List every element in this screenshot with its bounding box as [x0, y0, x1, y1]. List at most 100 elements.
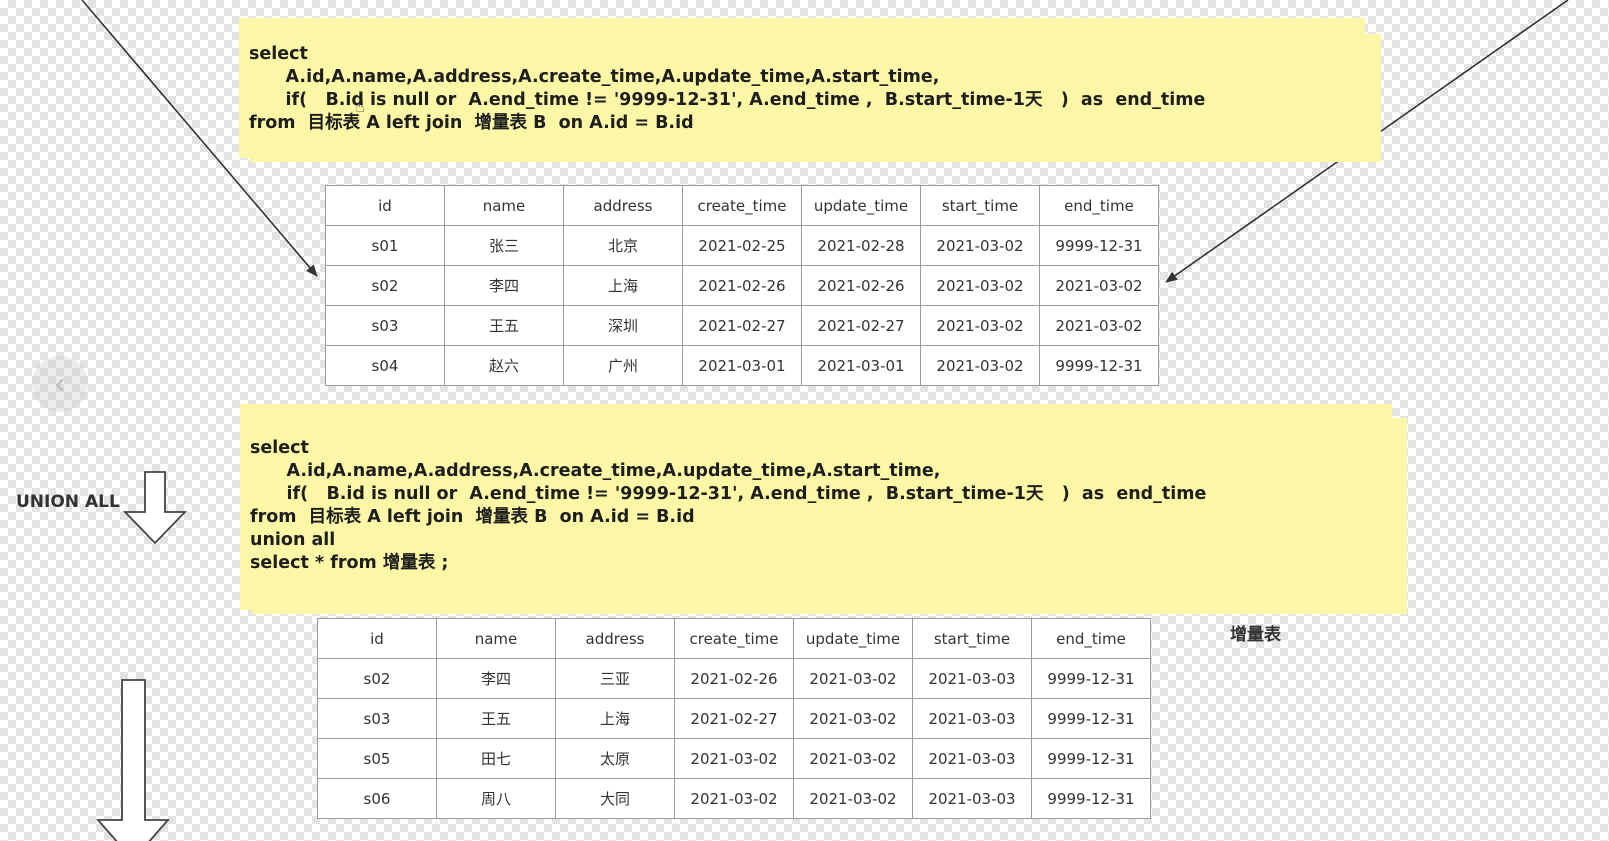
- column-header: name: [436, 618, 556, 659]
- table-cell: 张三: [444, 225, 564, 266]
- table-cell: 2021-03-02: [920, 305, 1040, 346]
- column-header: start_time: [920, 185, 1040, 226]
- table-cell: 2021-03-02: [674, 778, 794, 819]
- incremental-table-label: 增量表: [1230, 625, 1281, 645]
- table-cell: 2021-03-02: [920, 225, 1040, 266]
- table-cell: 田七: [436, 738, 556, 779]
- table-cell: 9999-12-31: [1031, 778, 1151, 819]
- table-cell: 2021-03-02: [793, 778, 913, 819]
- table-cell: 赵六: [444, 345, 564, 386]
- table-cell: 2021-03-02: [920, 345, 1040, 386]
- column-header: create_time: [674, 618, 794, 659]
- column-header: create_time: [682, 185, 802, 226]
- table-cell: 2021-03-03: [912, 738, 1032, 779]
- table-row: s01 张三 北京 2021-02-25 2021-02-28 2021-03-02 999…: [325, 225, 1159, 266]
- table-cell: s01: [325, 225, 445, 266]
- table-row: s03 王五 深圳 2021-02-27 2021-02-27 2021-03-02 202…: [325, 305, 1159, 346]
- column-header: address: [563, 185, 683, 226]
- sql-line: if( B.id is null or A.end_time != '9999-…: [250, 484, 1207, 504]
- table-cell: 9999-12-31: [1031, 658, 1151, 699]
- table-cell: 上海: [555, 698, 675, 739]
- union-down-arrow: [122, 471, 188, 545]
- sql-line: A.id,A.name,A.address,A.create_time,A.up…: [249, 67, 940, 87]
- sql-note-1: [239, 18, 1365, 158]
- sql-line: from 目标表 A left join 增量表 B on A.id = B.i…: [250, 507, 695, 527]
- table-row: s05 田七 太原 2021-03-02 2021-03-02 2021-03-03 999…: [317, 738, 1151, 779]
- table-cell: 2021-03-02: [1039, 265, 1159, 306]
- table-row: s06 周八 大同 2021-03-02 2021-03-02 2021-03-03 999…: [317, 778, 1151, 819]
- result-down-arrow: [96, 679, 170, 841]
- column-header: end_time: [1031, 618, 1151, 659]
- column-header: id: [325, 185, 445, 226]
- table-cell: 2021-03-01: [682, 345, 802, 386]
- sql-note-1-text: select A.id,A.name,A.address,A.create_ti…: [249, 43, 1205, 135]
- table-cell: 9999-12-31: [1039, 345, 1159, 386]
- table-cell: 大同: [555, 778, 675, 819]
- column-header: id: [317, 618, 437, 659]
- arrow-left-connector: [81, 0, 318, 277]
- sql-line: select: [249, 44, 308, 64]
- table-cell: 王五: [436, 698, 556, 739]
- table-cell: 2021-02-27: [682, 305, 802, 346]
- table-cell: 2021-03-02: [793, 658, 913, 699]
- union-all-label: UNION ALL: [16, 492, 120, 512]
- table-cell: 2021-02-27: [801, 305, 921, 346]
- column-header: update_time: [793, 618, 913, 659]
- table-cell: 上海: [563, 265, 683, 306]
- column-header: update_time: [801, 185, 921, 226]
- table-row: s02 李四 三亚 2021-02-26 2021-03-02 2021-03-03 999…: [317, 658, 1151, 699]
- table-row: s03 王五 上海 2021-02-27 2021-03-02 2021-03-03 999…: [317, 698, 1151, 739]
- table-cell: s02: [317, 658, 437, 699]
- table-row: s04 赵六 广州 2021-03-01 2021-03-01 2021-03-02 999…: [325, 345, 1159, 386]
- sql-line: from 目标表 A left join 增量表 B on A.id = B.i…: [249, 113, 694, 133]
- table-header-row: id name address create_time update_time start…: [325, 185, 1159, 226]
- table-cell: 太原: [555, 738, 675, 779]
- sql-note-2: [240, 404, 1392, 610]
- table-cell: 深圳: [563, 305, 683, 346]
- table-cell: 广州: [563, 345, 683, 386]
- table-row: s02 李四 上海 2021-02-26 2021-02-26 2021-03-02 202…: [325, 265, 1159, 306]
- table-cell: s04: [325, 345, 445, 386]
- table-cell: 周八: [436, 778, 556, 819]
- table-cell: s02: [325, 265, 445, 306]
- sql-line: select: [250, 438, 309, 458]
- sql-line: A.id,A.name,A.address,A.create_time,A.up…: [250, 461, 941, 481]
- table-cell: 9999-12-31: [1039, 225, 1159, 266]
- table-cell: 2021-02-26: [682, 265, 802, 306]
- table-cell: 2021-03-01: [801, 345, 921, 386]
- hand-cursor-icon: ☝: [355, 99, 365, 116]
- sql-note-2-text: select A.id,A.name,A.address,A.create_ti…: [250, 437, 1206, 575]
- table-cell: 王五: [444, 305, 564, 346]
- table-cell: 2021-03-02: [920, 265, 1040, 306]
- table-cell: 2021-02-25: [682, 225, 802, 266]
- table-cell: 2021-03-03: [912, 698, 1032, 739]
- column-header: start_time: [912, 618, 1032, 659]
- table-cell: s06: [317, 778, 437, 819]
- sql-line: if( B.id is null or A.end_time != '9999-…: [249, 90, 1206, 110]
- table-cell: 2021-02-27: [674, 698, 794, 739]
- column-header: name: [444, 185, 564, 226]
- target-table: id name address create_time update_time start…: [325, 185, 1159, 386]
- table-cell: s03: [325, 305, 445, 346]
- sql-line: union all: [250, 530, 336, 550]
- table-cell: 9999-12-31: [1031, 698, 1151, 739]
- table-cell: 2021-03-03: [912, 658, 1032, 699]
- table-cell: 2021-03-02: [793, 698, 913, 739]
- table-cell: 2021-03-02: [793, 738, 913, 779]
- table-cell: 三亚: [555, 658, 675, 699]
- column-header: end_time: [1039, 185, 1159, 226]
- chevron-left-icon[interactable]: ‹: [32, 356, 88, 412]
- incremental-table: id name address create_time update_time start…: [317, 618, 1151, 819]
- table-cell: 9999-12-31: [1031, 738, 1151, 779]
- table-cell: 2021-03-02: [674, 738, 794, 779]
- column-header: address: [555, 618, 675, 659]
- table-cell: 2021-02-26: [801, 265, 921, 306]
- sql-line: select * from 增量表 ;: [250, 553, 449, 573]
- table-cell: 李四: [436, 658, 556, 699]
- table-cell: s05: [317, 738, 437, 779]
- table-cell: 李四: [444, 265, 564, 306]
- table-cell: 2021-03-03: [912, 778, 1032, 819]
- table-header-row: id name address create_time update_time start…: [317, 618, 1151, 659]
- table-cell: 北京: [563, 225, 683, 266]
